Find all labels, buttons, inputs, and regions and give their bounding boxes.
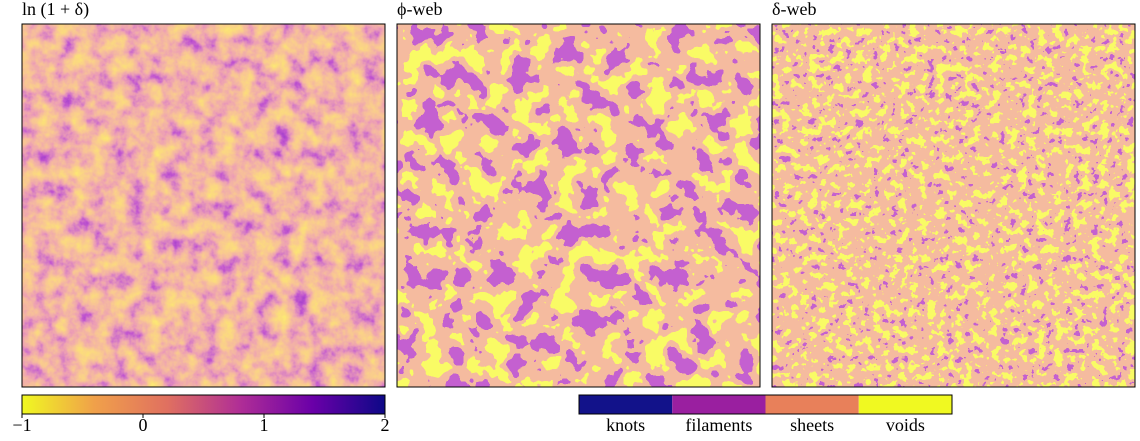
panel-title: ln (1 + δ) [22, 0, 89, 20]
panel-frame [771, 23, 1136, 388]
tick-label: 1 [260, 415, 269, 435]
class-label: filaments [685, 415, 752, 435]
panel-title: δ-web [772, 0, 816, 19]
panels: ln (1 + δ) ϕ-web δ-web [21, 0, 1136, 388]
panel-frame [396, 23, 761, 388]
class-label: voids [886, 415, 925, 435]
panel-title: ϕ-web [397, 0, 442, 19]
colorbar [21, 394, 386, 415]
panel-frame [21, 23, 386, 388]
class-swatch [765, 395, 859, 414]
class-swatch [672, 395, 766, 414]
class-swatch [858, 395, 952, 414]
colorbar-frame [578, 394, 953, 415]
tick-label: 2 [381, 415, 390, 435]
phi-web-map [397, 24, 760, 387]
class-label: knots [606, 415, 645, 435]
delta-web-map [772, 24, 1135, 387]
tick-label: 0 [139, 415, 148, 435]
class-label: sheets [790, 415, 834, 435]
tick-label: −1 [12, 415, 31, 435]
density-map [22, 24, 385, 387]
class-swatch [579, 395, 673, 414]
